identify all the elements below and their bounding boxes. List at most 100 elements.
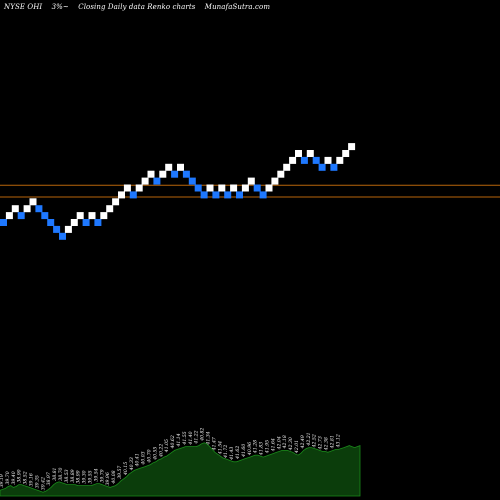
renko-brick-down — [212, 191, 220, 199]
renko-brick-up — [336, 156, 344, 164]
renko-brick-down — [318, 163, 326, 171]
renko-brick-up — [247, 177, 255, 185]
renko-brick-up — [206, 184, 214, 192]
renko-brick-up — [123, 184, 131, 192]
volume-label: 41.40 — [188, 431, 194, 445]
renko-brick-down — [82, 219, 90, 226]
renko-brick-up — [230, 184, 238, 192]
volume-label: 41.83 — [259, 442, 265, 456]
renko-brick-up — [218, 184, 226, 192]
renko-brick-up — [5, 212, 13, 220]
volume-label: 39.54 — [93, 468, 99, 481]
renko-brick-down — [0, 219, 7, 226]
volume-label: 41.72 — [223, 445, 229, 459]
volume-label: 39.96 — [105, 472, 111, 485]
volume-label: 41.64 — [270, 438, 276, 452]
volume-label: 40.41 — [135, 453, 141, 467]
renko-brick-down — [35, 205, 43, 213]
volume-label: 40.03 — [141, 451, 147, 465]
renko-brick-up — [112, 198, 120, 206]
volume-label: 40.55 — [152, 447, 158, 461]
chart-header: NYSE OHI 3%~ Closing Daily data Renko ch… — [4, 3, 277, 11]
renko-brick-down — [224, 191, 232, 199]
volume-label: 38.99 — [76, 470, 82, 483]
renko-brick-up — [159, 170, 167, 178]
volume-area-path — [0, 442, 361, 497]
volume-label: 42.01 — [294, 440, 300, 454]
renko-brick-up — [324, 156, 332, 164]
renko-brick-up — [88, 212, 96, 220]
renko-brick-up — [271, 177, 279, 185]
volume-label: 42.30 — [288, 437, 294, 451]
renko-brick-up — [306, 150, 314, 157]
renko-brick-up — [11, 205, 19, 213]
renko-brick-up — [295, 150, 302, 157]
renko-brick-down — [129, 191, 137, 199]
renko-brick-up — [118, 191, 125, 199]
volume-label: 41.62 — [235, 446, 241, 460]
volume-label: 40.22 — [158, 444, 164, 458]
volume-label: 42.04 — [276, 436, 282, 450]
renko-brick-up — [29, 198, 37, 206]
volume-label: 40.15 — [123, 462, 129, 476]
renko-brick-up — [177, 163, 184, 171]
volume-label: 42.18 — [282, 435, 288, 449]
volume-label: 42.52 — [312, 434, 318, 448]
renko-brick-down — [59, 232, 66, 240]
ticker-label: NYSE OHI — [4, 3, 43, 11]
renko-brick-up — [283, 163, 291, 171]
volume-label: 39.57 — [117, 466, 123, 479]
renko-brick-down — [41, 212, 49, 220]
renko-brick-down — [17, 212, 25, 220]
volume-label: 39.30 — [82, 470, 88, 483]
volume-label: 40.08 — [111, 470, 117, 484]
volume-label: 39.70 — [5, 471, 11, 484]
volume-label: 38.90 — [17, 469, 23, 482]
renko-brick-down — [53, 225, 61, 233]
renko-brick-up — [64, 225, 72, 233]
volume-label: 41.55 — [182, 431, 188, 445]
caption-label: Closing Daily data Renko charts — [78, 3, 196, 11]
volume-label: 41.47 — [211, 437, 217, 451]
volume-label: 41.43 — [229, 447, 235, 461]
volume-label: 39.55 — [88, 470, 94, 483]
volume-label: 40.82 — [200, 428, 206, 442]
volume-label: 39.40 — [11, 471, 17, 484]
renko-brick-up — [141, 177, 149, 185]
volume-label: 38.97 — [46, 472, 52, 485]
renko-bricks — [0, 143, 356, 240]
site-label: MunafaSutra.com — [204, 3, 271, 11]
renko-brick-up — [23, 205, 31, 213]
volume-label: 38.89 — [70, 469, 76, 482]
renko-brick-up — [106, 205, 114, 213]
volume-label: 38.70 — [58, 467, 64, 480]
volume-label: 38.52 — [23, 471, 29, 484]
volume-label: 41.22 — [194, 430, 200, 444]
renko-brick-down — [300, 156, 308, 164]
renko-brick-up — [277, 170, 285, 178]
renko-brick-down — [188, 177, 196, 185]
renko-brick-up — [342, 150, 350, 157]
renko-brick-down — [200, 191, 208, 199]
volume-label: 41.05 — [164, 439, 170, 453]
renko-brick-up — [70, 219, 78, 226]
renko-brick-up — [289, 156, 297, 164]
volume-label: 40.62 — [170, 435, 176, 449]
renko-brick-up — [135, 184, 143, 192]
renko-brick-up — [165, 163, 173, 171]
volume-label: 40.33 — [129, 457, 135, 471]
volume-label: 39.16 — [29, 473, 35, 486]
volume-label: 39.42 — [40, 477, 46, 490]
renko-brick-down — [259, 191, 267, 199]
volume-label: 39.19 — [0, 474, 5, 487]
volume-label: 39.35 — [34, 475, 40, 488]
volume-label: 40.96 — [247, 442, 253, 456]
volume-label: 38.53 — [64, 469, 70, 482]
volume-area: 39.19 39.70 39.40 38.90 38.52 39.16 39.35 39.42… — [0, 428, 361, 497]
volume-label: 41.60 — [241, 444, 247, 458]
renko-brick-down — [182, 170, 190, 178]
volume-label: 41.28 — [253, 440, 259, 454]
volume-label: 38.81 — [52, 467, 58, 480]
renko-brick-down — [153, 177, 161, 185]
renko-brick-down — [94, 219, 102, 226]
